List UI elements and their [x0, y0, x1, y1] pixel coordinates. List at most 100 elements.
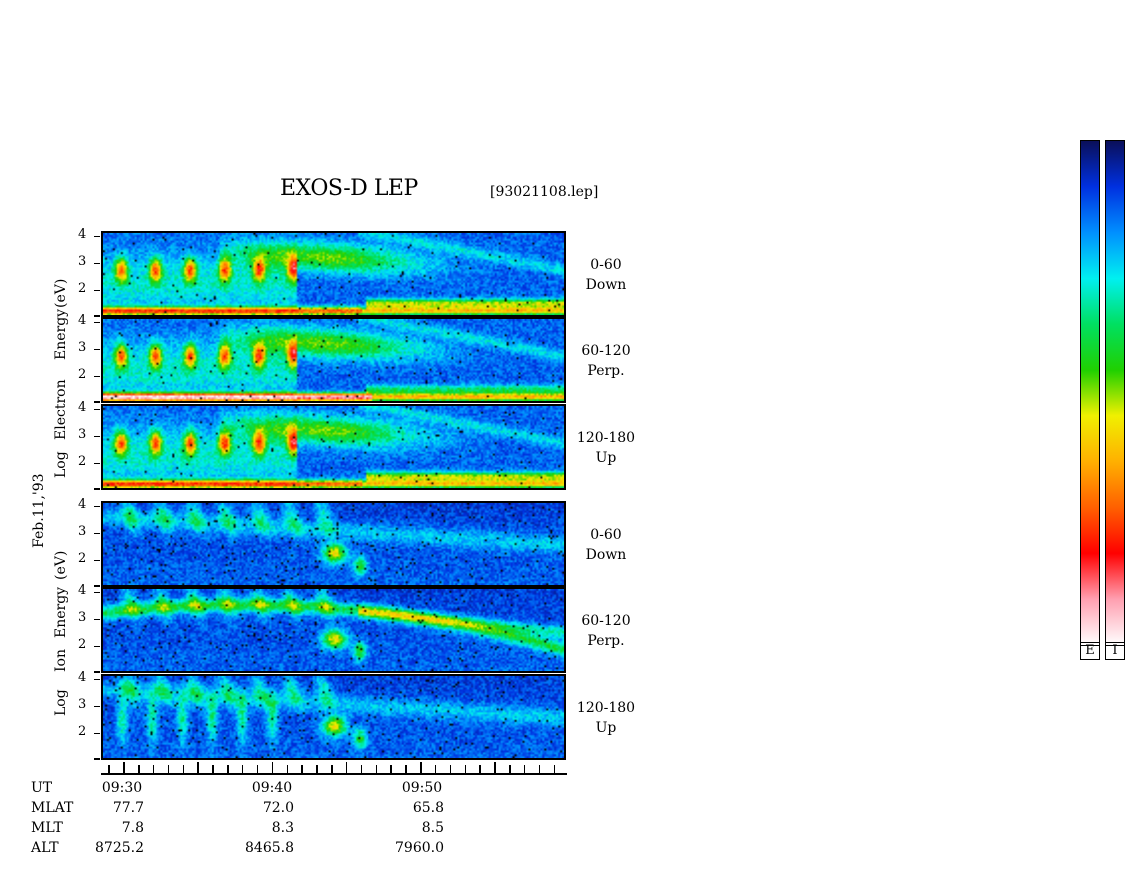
- x-tick: [375, 765, 378, 773]
- x-tick: [271, 762, 274, 773]
- y-tick: [94, 408, 100, 411]
- y-tick: [94, 375, 100, 378]
- panel-direction-label: Perp.: [587, 633, 625, 649]
- y-tick: [94, 591, 100, 594]
- spectrogram-heatmap: [103, 676, 564, 758]
- colorbar-label-electron: E: [1080, 642, 1100, 660]
- y-tick-label: 4: [78, 497, 87, 513]
- ephemeris-value: 09:50: [401, 780, 443, 796]
- panel-angle-label: 120-180: [576, 430, 636, 446]
- x-tick: [405, 765, 407, 773]
- spectrogram-panel-electron-up: [101, 404, 566, 490]
- x-tick: [123, 762, 125, 773]
- y-tick: [94, 435, 100, 438]
- spectrogram-heatmap: [103, 503, 564, 585]
- x-tick: [479, 765, 481, 773]
- ephemeris-row-name: MLAT: [31, 800, 74, 816]
- x-tick: [108, 765, 110, 773]
- y-tick: [94, 758, 100, 760]
- y-tick: [94, 505, 100, 508]
- panel-angle-label: 60-120: [581, 343, 631, 359]
- y-tick: [94, 618, 100, 621]
- x-tick: [182, 765, 185, 773]
- ephemeris-value: 8.3: [271, 820, 294, 836]
- x-axis-line: [101, 773, 567, 775]
- y-tick-label: 4: [78, 400, 87, 416]
- ion-axis-label-ion: Ion: [53, 649, 69, 672]
- y-tick-label: 3: [78, 254, 87, 270]
- colorbar-electron: [1080, 140, 1100, 646]
- spectrogram-panel-electron-down: [101, 231, 566, 317]
- ephemeris-value: 7.8: [121, 820, 144, 836]
- y-tick: [94, 671, 100, 673]
- spectrogram-heatmap: [103, 319, 564, 401]
- x-tick: [434, 765, 437, 773]
- y-tick-label: 4: [78, 313, 87, 329]
- panel-angle-label: 0-60: [590, 257, 622, 273]
- ephemeris-value: 09:30: [101, 780, 143, 796]
- ephemeris-value: 7960.0: [395, 840, 444, 856]
- y-tick: [94, 262, 100, 265]
- x-tick: [420, 762, 422, 773]
- y-tick: [94, 315, 100, 317]
- x-tick: [256, 765, 259, 773]
- electron-axis-label-log: Log: [53, 451, 69, 478]
- y-tick: [94, 488, 100, 490]
- x-tick: [301, 765, 303, 773]
- x-tick: [286, 765, 288, 773]
- x-tick: [538, 765, 541, 773]
- y-tick-label: 3: [78, 427, 87, 443]
- x-tick: [360, 765, 363, 773]
- y-tick-label: 4: [78, 227, 87, 243]
- ion-axis-label-log: Log: [53, 689, 69, 716]
- panel-direction-label: Perp.: [587, 363, 625, 379]
- ephemeris-value: 72.0: [262, 800, 294, 816]
- spectrogram-heatmap: [103, 589, 564, 671]
- x-tick: [316, 765, 318, 773]
- date-label: Feb.11,'93: [31, 473, 47, 548]
- ephemeris-value: 77.7: [112, 800, 144, 816]
- y-tick-label: 2: [78, 281, 87, 297]
- x-tick: [509, 765, 511, 773]
- y-tick: [94, 585, 100, 587]
- spectrogram-heatmap: [103, 406, 564, 488]
- panel-angle-label: 120-180: [576, 700, 636, 716]
- y-tick: [94, 532, 100, 535]
- y-tick: [94, 401, 100, 403]
- ephemeris-value: 65.8: [412, 800, 444, 816]
- electron-axis-label-electron: Electron: [53, 379, 69, 440]
- spectrogram-heatmap: [103, 233, 564, 315]
- chart-title: EXOS-D LEP: [280, 176, 418, 201]
- x-tick: [138, 765, 140, 773]
- x-tick: [553, 765, 556, 773]
- y-tick: [94, 559, 100, 562]
- x-tick: [227, 765, 229, 773]
- y-tick: [94, 705, 100, 708]
- colorbar-ion: [1105, 140, 1125, 646]
- y-tick-label: 2: [78, 367, 87, 383]
- x-tick: [197, 762, 199, 773]
- x-tick: [464, 765, 467, 773]
- spectrogram-panel-ion-up: [101, 674, 566, 760]
- y-tick: [94, 321, 100, 324]
- ephemeris-row-name: UT: [31, 780, 53, 796]
- y-tick: [94, 348, 100, 351]
- y-tick-label: 2: [78, 724, 87, 740]
- electron-axis-label-energy: Energy: [53, 308, 69, 360]
- x-tick: [345, 762, 348, 773]
- x-tick: [449, 765, 452, 773]
- y-tick-label: 3: [78, 697, 87, 713]
- y-tick-label: 3: [78, 524, 87, 540]
- ephemeris-value: 09:40: [251, 780, 293, 796]
- panel-direction-label: Down: [585, 547, 627, 563]
- y-tick: [94, 678, 100, 681]
- y-tick-label: 4: [78, 583, 87, 599]
- ion-axis-label-energy: Energy: [53, 586, 69, 638]
- file-name: [93021108.lep]: [490, 184, 599, 200]
- y-tick: [94, 235, 100, 238]
- x-tick: [241, 765, 244, 773]
- panel-direction-label: Down: [585, 277, 627, 293]
- x-tick: [212, 765, 214, 773]
- colorbar-label-ion: I: [1105, 642, 1125, 660]
- panel-angle-label: 60-120: [581, 613, 631, 629]
